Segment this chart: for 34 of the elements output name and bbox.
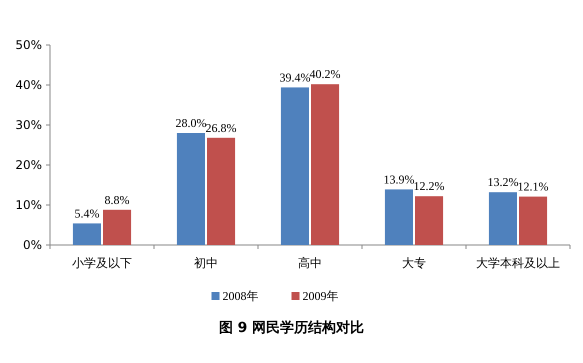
data-label: 28.0% [175,116,206,130]
bar [103,210,132,245]
x-tick-label: 初中 [194,256,218,270]
data-label: 12.2% [414,179,445,194]
bar [176,133,205,245]
x-tick-label: 小学及以下 [72,256,132,270]
y-tick-label: 40% [15,78,42,92]
bar [72,223,101,245]
y-tick-label: 30% [15,118,42,132]
y-tick-label: 0% [22,238,42,252]
y-tick-label: 50% [15,38,42,52]
x-tick-label: 高中 [298,256,322,270]
bar [311,84,340,245]
bar [280,87,309,245]
bar [519,196,548,245]
data-label: 13.2% [487,175,518,190]
data-label: 13.9% [383,172,414,186]
bar [415,196,444,245]
x-tick-label: 大专 [402,256,426,270]
data-label: 12.1% [518,180,549,194]
text: 图 9 网民学历结构对比 [218,320,364,336]
bar [488,192,517,245]
bar [384,189,413,245]
legend-label: 2009年 [302,289,338,303]
data-label: 39.4% [279,70,310,84]
data-label: 5.4% [74,206,100,220]
y-tick-label: 10% [15,198,42,212]
legend-label: 2008年 [222,289,258,303]
data-label: 40.2% [310,67,341,82]
data-label: 8.8% [104,192,130,207]
bar [207,138,236,245]
x-tick-label: 大学本科及以上 [476,256,560,270]
data-label: 26.8% [206,120,237,135]
y-tick-label: 20% [15,158,42,172]
